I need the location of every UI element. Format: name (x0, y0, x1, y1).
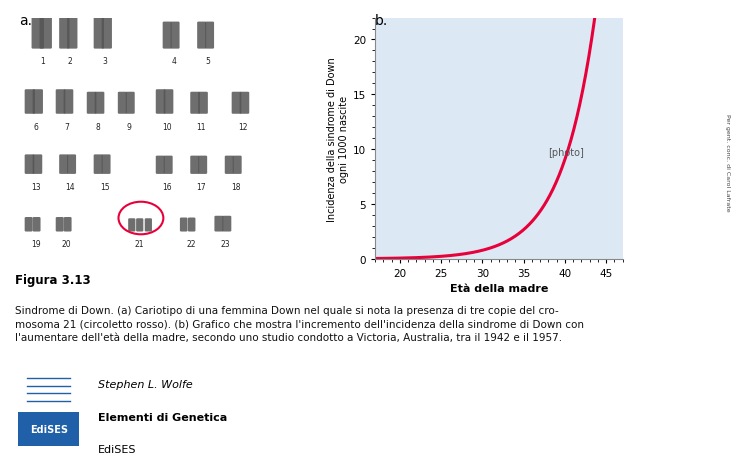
FancyBboxPatch shape (164, 90, 173, 114)
Text: 21: 21 (134, 240, 144, 249)
FancyBboxPatch shape (145, 219, 152, 232)
FancyBboxPatch shape (232, 156, 242, 175)
Text: 10: 10 (162, 122, 172, 131)
FancyBboxPatch shape (197, 23, 206, 50)
FancyBboxPatch shape (232, 93, 242, 114)
FancyBboxPatch shape (222, 216, 231, 232)
FancyBboxPatch shape (164, 156, 172, 175)
Text: b.: b. (375, 14, 388, 28)
FancyBboxPatch shape (128, 219, 136, 232)
FancyBboxPatch shape (156, 156, 165, 175)
Text: 1: 1 (40, 57, 45, 66)
Text: 9: 9 (127, 122, 131, 131)
FancyBboxPatch shape (32, 155, 42, 175)
Text: 20: 20 (62, 240, 71, 249)
FancyBboxPatch shape (163, 23, 172, 50)
FancyBboxPatch shape (198, 93, 208, 114)
Text: 18: 18 (231, 182, 241, 191)
Text: 6: 6 (33, 122, 38, 131)
Text: Sindrome di Down. (a) Cariotipo di una femmina Down nel quale si nota la presenz: Sindrome di Down. (a) Cariotipo di una f… (15, 306, 584, 342)
Text: [photo]: [photo] (548, 148, 584, 158)
FancyBboxPatch shape (214, 216, 223, 232)
FancyBboxPatch shape (59, 15, 70, 50)
Text: 16: 16 (162, 182, 172, 191)
FancyBboxPatch shape (156, 90, 166, 114)
Text: 8: 8 (95, 122, 100, 131)
Text: Elementi di Genetica: Elementi di Genetica (98, 412, 226, 422)
Text: 5: 5 (206, 57, 211, 66)
FancyBboxPatch shape (180, 218, 188, 232)
Text: 17: 17 (196, 182, 206, 191)
X-axis label: Età della madre: Età della madre (449, 284, 548, 294)
FancyBboxPatch shape (40, 10, 52, 50)
FancyBboxPatch shape (64, 90, 74, 114)
FancyBboxPatch shape (32, 10, 44, 50)
FancyBboxPatch shape (94, 155, 103, 175)
FancyBboxPatch shape (67, 155, 76, 175)
FancyBboxPatch shape (87, 93, 97, 114)
Text: 15: 15 (100, 182, 109, 191)
FancyBboxPatch shape (67, 15, 77, 50)
FancyBboxPatch shape (170, 23, 179, 50)
Text: 3: 3 (102, 57, 107, 66)
FancyBboxPatch shape (32, 218, 40, 232)
Text: 13: 13 (31, 182, 40, 191)
FancyBboxPatch shape (94, 93, 104, 114)
FancyBboxPatch shape (56, 218, 64, 232)
Text: 14: 14 (65, 182, 75, 191)
Text: 11: 11 (196, 122, 206, 131)
FancyBboxPatch shape (18, 412, 80, 446)
FancyBboxPatch shape (126, 93, 135, 114)
FancyBboxPatch shape (64, 218, 71, 232)
Y-axis label: Incidenza della sindrome di Down
ogni 1000 nascite: Incidenza della sindrome di Down ogni 10… (327, 56, 349, 221)
Text: 4: 4 (171, 57, 176, 66)
FancyBboxPatch shape (225, 156, 234, 175)
Text: 12: 12 (238, 122, 248, 131)
Text: 7: 7 (64, 122, 69, 131)
FancyBboxPatch shape (101, 155, 110, 175)
FancyBboxPatch shape (59, 155, 68, 175)
FancyBboxPatch shape (101, 18, 112, 50)
FancyBboxPatch shape (25, 155, 34, 175)
Text: Per gent. conc. di Carol Lafrate: Per gent. conc. di Carol Lafrate (725, 113, 730, 211)
FancyBboxPatch shape (190, 93, 200, 114)
Text: 23: 23 (220, 240, 230, 249)
Text: Figura 3.13: Figura 3.13 (15, 273, 91, 286)
FancyBboxPatch shape (239, 93, 249, 114)
FancyBboxPatch shape (25, 90, 35, 114)
FancyBboxPatch shape (136, 219, 143, 232)
FancyBboxPatch shape (188, 218, 196, 232)
Text: 22: 22 (186, 240, 196, 249)
Text: 2: 2 (68, 57, 73, 66)
Text: EdiSES: EdiSES (30, 424, 68, 434)
FancyBboxPatch shape (190, 156, 200, 175)
FancyBboxPatch shape (32, 90, 43, 114)
FancyBboxPatch shape (94, 18, 104, 50)
FancyBboxPatch shape (118, 93, 127, 114)
Text: 19: 19 (31, 240, 40, 249)
FancyBboxPatch shape (198, 156, 207, 175)
Text: Stephen L. Wolfe: Stephen L. Wolfe (98, 380, 192, 390)
FancyBboxPatch shape (205, 23, 214, 50)
Text: a.: a. (19, 14, 32, 28)
FancyBboxPatch shape (56, 90, 65, 114)
Text: EdiSES: EdiSES (98, 444, 136, 455)
FancyBboxPatch shape (25, 218, 32, 232)
